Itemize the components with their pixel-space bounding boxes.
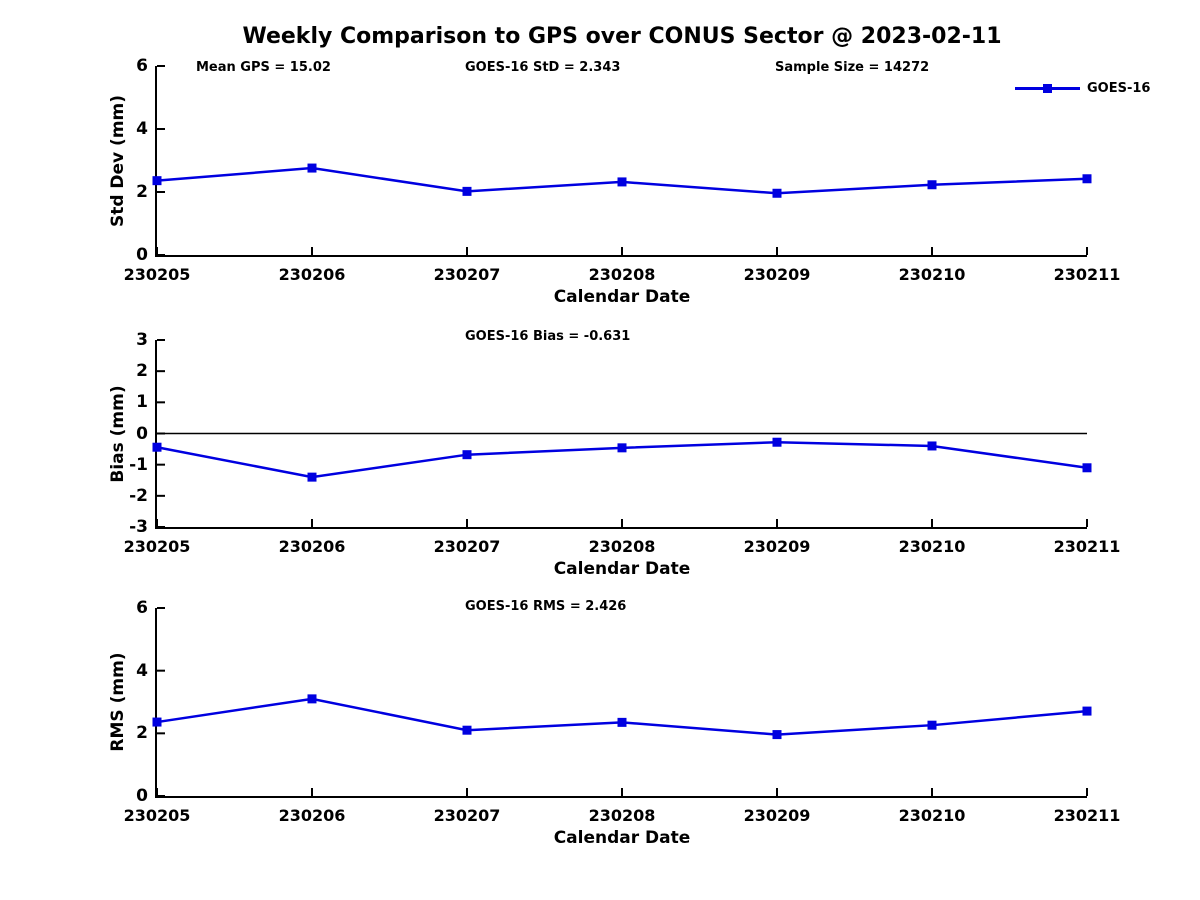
- data-point-marker: [927, 441, 937, 451]
- subplot-stddev: Mean GPS = 15.02 GOES-16 StD = 2.343 Sam…: [108, 56, 1121, 307]
- y-tick-label: 3: [136, 330, 148, 350]
- x-tick-label: 230207: [433, 806, 501, 825]
- y-tick-label: 6: [136, 598, 148, 618]
- y-tick-label: -2: [129, 485, 148, 506]
- y-tick-label: 4: [136, 119, 148, 139]
- x-tick-label: 230208: [588, 537, 656, 556]
- x-tick-label: 230205: [123, 537, 191, 556]
- annotation-goes16-std: GOES-16 StD = 2.343: [465, 60, 621, 75]
- data-point-marker: [152, 717, 162, 727]
- annotation-mean-gps: Mean GPS = 15.02: [196, 60, 331, 75]
- legend: GOES-16: [1015, 80, 1150, 97]
- data-point-marker: [462, 186, 472, 196]
- x-tick-label: 230210: [898, 537, 966, 556]
- y-tick-label: 2: [136, 723, 148, 744]
- data-point-marker: [307, 472, 317, 482]
- annotation-goes16-rms: GOES-16 RMS = 2.426: [465, 599, 627, 614]
- x-tick-label: 230207: [433, 537, 501, 556]
- data-point-marker: [462, 450, 472, 460]
- y-tick-label: 2: [136, 182, 148, 202]
- x-tick-label: 230209: [743, 806, 811, 825]
- data-point-marker: [307, 694, 317, 704]
- y-tick-label: 4: [136, 660, 148, 681]
- x-tick-label: 230210: [898, 806, 966, 825]
- data-point-marker: [1082, 174, 1092, 184]
- chart-title: Weekly Comparison to GPS over CONUS Sect…: [242, 24, 1002, 49]
- y-tick-label: 2: [136, 361, 148, 382]
- y-tick-label: 0: [136, 786, 148, 806]
- x-axis-title: Calendar Date: [553, 287, 691, 307]
- plot-area: [152, 65, 1092, 256]
- x-tick-label: 230205: [123, 806, 191, 825]
- data-point-marker: [927, 720, 937, 730]
- x-tick-label: 230208: [588, 265, 656, 284]
- x-tick-label: 230210: [898, 265, 966, 284]
- x-axis-title: Calendar Date: [553, 828, 691, 848]
- data-point-marker: [617, 177, 627, 187]
- data-point-marker: [617, 717, 627, 727]
- x-tick-label: 230208: [588, 806, 656, 825]
- data-point-marker: [1082, 706, 1092, 716]
- y-tick-label: 6: [136, 56, 148, 76]
- data-point-marker: [1082, 463, 1092, 473]
- x-tick-label: 230209: [743, 537, 811, 556]
- x-tick-label: 230205: [123, 265, 191, 284]
- data-point-marker: [307, 163, 317, 173]
- data-point-marker: [772, 437, 782, 447]
- plot-area: [152, 607, 1092, 797]
- y-tick-label: -1: [129, 454, 148, 475]
- series-line-goes-16: [156, 697, 1088, 736]
- subplot-bias: GOES-16 Bias = -0.631 Bias (mm) Calendar…: [108, 329, 1121, 579]
- subplot-rms: GOES-16 RMS = 2.426 RMS (mm) Calendar Da…: [108, 598, 1121, 848]
- legend-line-sample: [1015, 84, 1080, 93]
- annotation-goes16-bias: GOES-16 Bias = -0.631: [465, 329, 631, 344]
- x-tick-label: 230207: [433, 265, 501, 284]
- y-tick-label: 0: [136, 245, 148, 265]
- x-tick-label: 230206: [278, 265, 346, 284]
- data-point-marker: [772, 188, 782, 198]
- annotation-sample-size: Sample Size = 14272: [775, 60, 930, 75]
- x-axis-title: Calendar Date: [553, 559, 691, 579]
- x-tick-label: 230211: [1053, 806, 1121, 825]
- x-tick-label: 230209: [743, 265, 811, 284]
- y-tick-label: 0: [136, 423, 148, 444]
- y-tick-label: -3: [129, 517, 148, 537]
- data-point-marker: [152, 442, 162, 452]
- legend-square-marker-icon: [1043, 84, 1052, 93]
- data-point-marker: [927, 180, 937, 190]
- x-tick-label: 230211: [1053, 265, 1121, 284]
- x-tick-label: 230206: [278, 537, 346, 556]
- y-tick-label: 1: [136, 392, 148, 413]
- data-point-marker: [462, 725, 472, 735]
- plot-area: [152, 339, 1092, 528]
- legend-label: GOES-16: [1087, 81, 1151, 96]
- data-point-marker: [617, 443, 627, 453]
- x-tick-label: 230211: [1053, 537, 1121, 556]
- data-point-marker: [152, 176, 162, 186]
- x-tick-label: 230206: [278, 806, 346, 825]
- data-point-marker: [772, 730, 782, 740]
